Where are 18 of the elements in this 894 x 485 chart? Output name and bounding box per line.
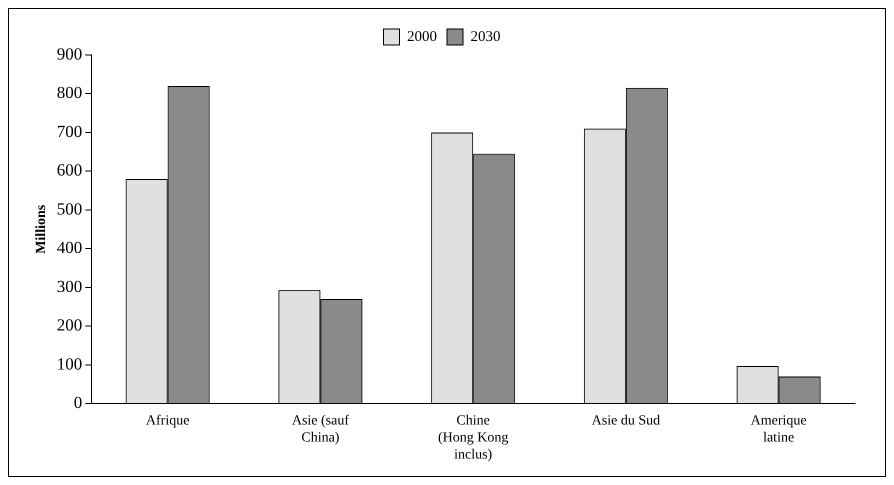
y-tick-label: 300 — [56, 276, 82, 296]
y-tick-label: 600 — [56, 160, 82, 180]
y-tick-label: 900 — [56, 44, 82, 64]
x-tick-label: Afrique — [146, 414, 190, 429]
y-tick-label: 0 — [74, 393, 82, 412]
x-tick-label: Asie du Sud — [592, 414, 660, 429]
y-tick-label: 100 — [56, 354, 82, 374]
x-tick-label: Chine (Hong Kong inclus) — [438, 414, 508, 462]
x-tick-label: Asie (sauf China) — [292, 414, 350, 446]
y-tick-label: 800 — [56, 83, 82, 102]
y-tick-label: 400 — [56, 238, 82, 258]
legend-label: 2030 — [470, 28, 500, 45]
y-tick-label: 500 — [56, 199, 82, 218]
y-axis-title: Millions — [34, 204, 50, 254]
legend-label: 2000 — [407, 28, 437, 45]
y-tick-label: 700 — [56, 122, 82, 141]
x-tick-label: Amerique latine — [750, 414, 807, 446]
y-tick-label: 200 — [56, 316, 82, 335]
